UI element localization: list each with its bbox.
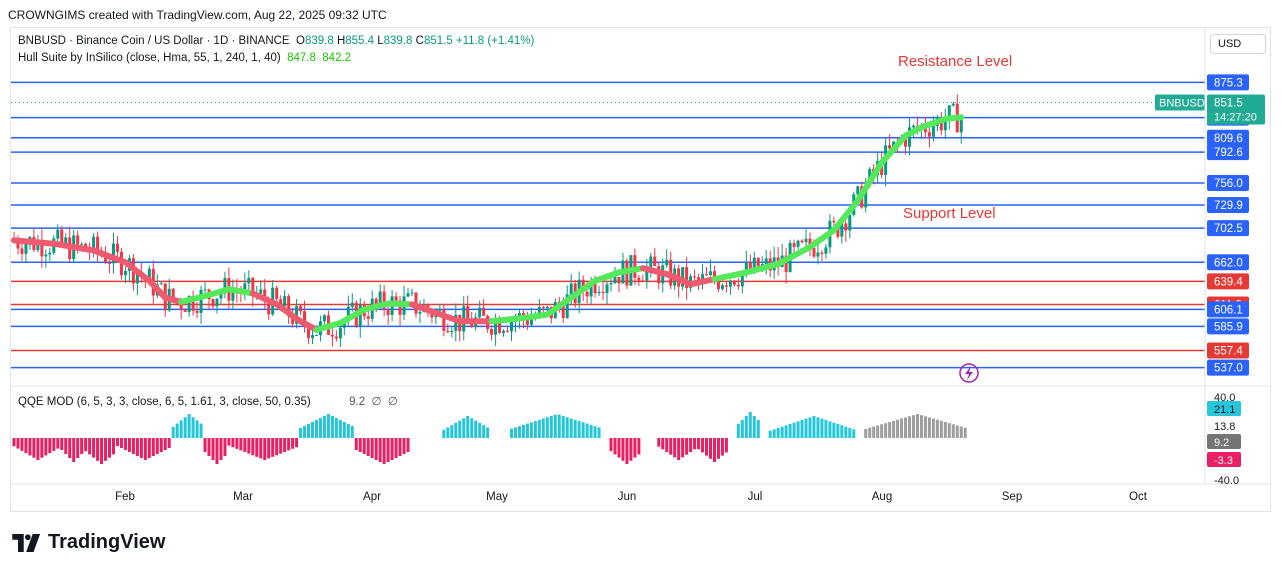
ohlc-o-label: O (296, 35, 305, 47)
tradingview-logo-icon (12, 533, 41, 552)
ohlc-high: 855.4 (345, 35, 375, 47)
qqe-null-2: ∅ (387, 396, 398, 408)
ohlc-open: 839.8 (304, 35, 334, 47)
qqe-title[interactable]: QQE MOD (6, 5, 3, 3, close, 6, 5, 1.61, … (18, 396, 311, 408)
ohlc-low: 839.8 (383, 35, 413, 47)
ohlc-close: 851.5 (423, 35, 453, 47)
qqe-null-1: ∅ (371, 396, 382, 408)
chart-frame (10, 27, 1271, 512)
indicator-legend: Hull Suite by InSilico (close, Hma, 55, … (18, 52, 351, 64)
ohlc-change: +11.8 (+1.41%) (455, 35, 535, 47)
indicator-value-2: 842.2 (322, 52, 352, 64)
indicator-title[interactable]: Hull Suite by InSilico (close, Hma, 55, … (18, 52, 281, 64)
ohlc-h-label: H (336, 35, 346, 47)
ohlc-l-label: L (377, 35, 384, 47)
indicator-value-1: 847.8 (287, 52, 316, 64)
qqe-legend: QQE MOD (6, 5, 3, 3, close, 6, 5, 1.61, … (18, 394, 398, 408)
symbol-legend: BNBUSD · Binance Coin / US Dollar · 1D ·… (18, 35, 534, 47)
currency-button[interactable]: USD (1210, 34, 1266, 54)
ohlc-c-label: C (415, 35, 424, 47)
qqe-value: 9.2 (349, 396, 366, 408)
symbol-title[interactable]: BNBUSD · Binance Coin / US Dollar · 1D ·… (18, 35, 290, 47)
tradingview-brand: TradingView (48, 531, 166, 553)
creator-line: CROWNGIMS created with TradingView.com, … (8, 8, 387, 22)
tradingview-logo[interactable]: TradingView (12, 531, 165, 554)
